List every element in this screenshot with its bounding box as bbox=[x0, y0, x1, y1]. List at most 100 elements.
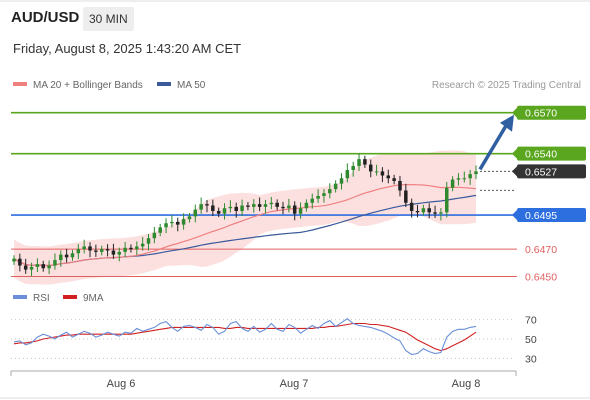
candle-body bbox=[328, 189, 332, 194]
candle-body bbox=[70, 253, 75, 258]
candle-body bbox=[468, 174, 472, 179]
candle-body bbox=[228, 206, 233, 209]
candle-body bbox=[35, 264, 40, 267]
forecast-arrow-shaft bbox=[478, 124, 508, 171]
candle-body bbox=[310, 198, 315, 203]
candle-body bbox=[421, 208, 426, 213]
candle-body bbox=[29, 266, 34, 270]
candle-body bbox=[199, 204, 203, 210]
ma20-swatch bbox=[13, 82, 27, 87]
legend-rsi: RSI bbox=[13, 293, 50, 304]
candle-body bbox=[41, 264, 45, 269]
candle-body bbox=[462, 178, 467, 180]
candle-body bbox=[281, 206, 285, 209]
candle-body bbox=[152, 232, 157, 239]
candle-body bbox=[23, 265, 28, 270]
rsi-ma-swatch bbox=[63, 295, 77, 300]
rsi-tick-label: 70 bbox=[525, 315, 537, 327]
rsi-swatch bbox=[13, 295, 27, 300]
x-tick-label: Aug 7 bbox=[280, 378, 309, 390]
level-tag-0.6570 bbox=[517, 105, 586, 120]
forecast-arrow-head bbox=[500, 114, 514, 132]
candle-body bbox=[450, 179, 455, 188]
candle-body bbox=[240, 205, 244, 211]
ma50-swatch bbox=[157, 82, 171, 87]
candle-body bbox=[158, 227, 162, 233]
level-tag-pointer-0.6570 bbox=[512, 107, 517, 118]
candle-body bbox=[292, 205, 297, 214]
candle-body bbox=[76, 249, 81, 254]
candle-body bbox=[111, 250, 116, 255]
symbol-title: AUD/USD bbox=[11, 9, 80, 26]
level-tag-pointer-0.6495 bbox=[512, 210, 517, 221]
candle-body bbox=[53, 260, 57, 266]
ma20-legend-label: MA 20 + Bollinger Bands bbox=[33, 80, 143, 91]
candle-body bbox=[275, 202, 279, 207]
candle-body bbox=[146, 238, 151, 244]
level-tag-pointer-0.6540 bbox=[512, 148, 517, 159]
candle-body bbox=[415, 210, 420, 213]
level-tag-0.6540 bbox=[517, 146, 586, 161]
candle-body bbox=[64, 254, 69, 258]
bollinger-band bbox=[14, 150, 476, 285]
candle-body bbox=[333, 183, 338, 190]
candle-body bbox=[12, 258, 16, 262]
candle-body bbox=[433, 212, 437, 214]
candle-body bbox=[140, 243, 145, 247]
candle-body bbox=[181, 219, 186, 225]
candle-body bbox=[368, 164, 373, 172]
candle-body bbox=[456, 178, 461, 180]
candle-body bbox=[287, 205, 291, 209]
candle-body bbox=[94, 250, 98, 252]
candle-body bbox=[257, 204, 262, 207]
candle-body bbox=[439, 212, 443, 214]
candle-body bbox=[322, 193, 326, 196]
candle-body bbox=[175, 221, 180, 225]
candle-body bbox=[474, 171, 478, 175]
candle-body bbox=[59, 254, 63, 261]
candle-body bbox=[380, 171, 385, 176]
candle-body bbox=[363, 159, 367, 165]
candle-body bbox=[357, 159, 361, 166]
candle-body bbox=[298, 208, 303, 214]
candle-body bbox=[345, 170, 350, 179]
rsi-line bbox=[13, 318, 477, 356]
rsi-tick-label: 30 bbox=[525, 353, 537, 365]
candle-body bbox=[170, 221, 174, 224]
candle-body bbox=[105, 249, 110, 251]
candle-body bbox=[392, 178, 396, 181]
candle-body bbox=[205, 204, 209, 206]
candle-body bbox=[427, 208, 431, 213]
candle-body bbox=[82, 246, 86, 250]
candle-body bbox=[252, 204, 256, 207]
x-tick-label: Aug 8 bbox=[452, 378, 481, 390]
candle-body bbox=[164, 223, 168, 228]
level-label-0.6470: 0.6470 bbox=[525, 244, 557, 256]
candle-body bbox=[117, 251, 122, 255]
candle-body bbox=[222, 208, 227, 214]
legend-ma50: MA 50 bbox=[157, 80, 205, 91]
candle-body bbox=[263, 204, 268, 207]
timeframe-badge[interactable]: 30 MIN bbox=[83, 7, 134, 31]
candle-body bbox=[409, 202, 414, 211]
legend-rsi-ma: 9MA bbox=[63, 293, 104, 304]
candle-body bbox=[386, 175, 391, 179]
candle-body bbox=[216, 210, 221, 214]
level-tag-0.6495 bbox=[517, 208, 586, 223]
rsi-legend-label: RSI bbox=[33, 293, 50, 304]
level-label-0.6540: 0.6540 bbox=[525, 149, 557, 161]
level-label-0.6527: 0.6527 bbox=[525, 166, 557, 178]
candle-body bbox=[234, 206, 238, 211]
candle-body bbox=[99, 249, 104, 252]
legend-ma20: MA 20 + Bollinger Bands bbox=[13, 80, 143, 91]
candle-body bbox=[211, 205, 215, 211]
candle-body bbox=[445, 187, 449, 213]
candle-body bbox=[304, 202, 309, 209]
candle-body bbox=[193, 209, 198, 217]
rsi-tick-label: 50 bbox=[525, 334, 537, 346]
x-tick-label: Aug 6 bbox=[107, 378, 136, 390]
candle-body bbox=[129, 247, 133, 250]
candle-body bbox=[351, 165, 355, 171]
candle-body bbox=[316, 195, 320, 199]
